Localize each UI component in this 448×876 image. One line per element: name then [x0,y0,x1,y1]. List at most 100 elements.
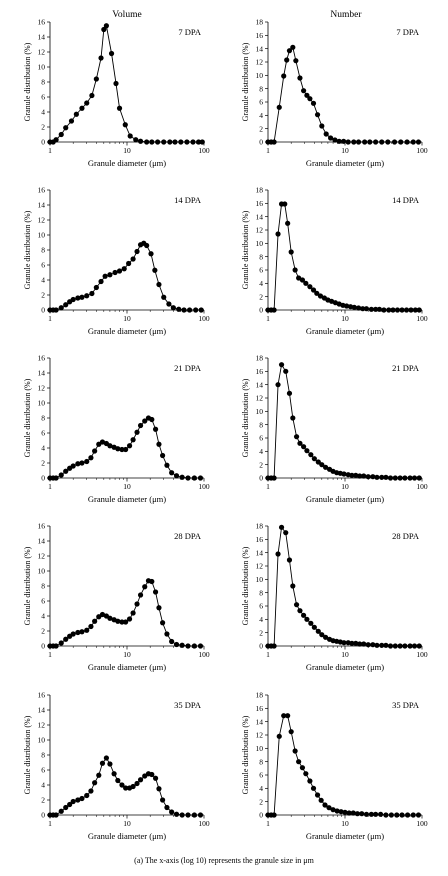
data-point [160,452,166,459]
y-axis-label: Granule distribution (%) [241,42,250,121]
data-point [142,418,148,424]
data-point [293,602,300,608]
data-point [354,811,361,817]
data-point [164,462,170,468]
y-tick-label: 8 [41,78,45,87]
chart-28-dpa-number: 0 2 4 6 8 10 12 14 16 18 1 10 100 Granule diameter (μ… [241,522,428,672]
data-point [113,80,119,87]
data-point [63,468,69,474]
data-point [79,294,85,300]
data-point [363,306,370,312]
data-point [161,294,167,300]
data-point [199,139,205,145]
data-point [385,139,391,145]
x-axis-label: Granule diameter (μm) [306,831,384,841]
x-tick-label: 100 [198,146,210,155]
data-point [346,810,352,816]
x-axis-label: Granule diameter (μm) [88,662,166,672]
data-point [297,608,303,614]
data-point [373,811,379,817]
y-tick-label: 0 [41,811,45,820]
data-point [88,455,94,461]
y-tick-label: 2 [41,291,45,300]
y-tick-label: 16 [38,18,46,27]
data-point [319,123,325,129]
data-point [123,785,129,791]
y-axis-label: Granule distribution (%) [241,546,250,625]
data-point [301,88,307,94]
data-point [281,713,287,719]
data-point [173,473,180,479]
data-point [351,139,357,145]
data-point [301,444,307,450]
data-point [276,733,282,739]
y-tick-label: 16 [38,522,46,531]
y-tick-label: 4 [259,615,263,624]
panel-label: 28 DPA [174,531,202,541]
data-point [84,458,90,465]
data-point [96,772,102,778]
data-point [416,643,422,649]
data-point [93,284,99,291]
data-point [197,812,204,818]
data-point [283,530,289,536]
data-point [355,139,362,145]
data-point [314,290,320,296]
data-point [156,786,162,792]
series-line [268,363,420,479]
x-tick-label: 1 [266,819,270,828]
data-point [133,137,139,143]
x-tick-label: 100 [198,314,210,323]
data-point [411,475,418,481]
data-point [407,475,413,481]
y-tick-label: 8 [41,751,45,760]
data-point [184,139,190,145]
y-tick-label: 2 [41,123,45,132]
data-point [286,390,293,396]
data-point [63,804,69,811]
x-tick-label: 10 [123,482,131,491]
y-tick-label: 12 [256,394,264,403]
chart-7-dpa-number: 0 2 4 6 8 10 12 14 16 18 1 10 100 Granule diameter (μ… [241,18,428,168]
x-tick-label: 100 [416,650,428,659]
data-point [70,798,76,805]
data-point [292,748,298,754]
y-tick-label: 16 [256,704,264,713]
data-point [310,100,317,106]
y-tick-label: 12 [256,58,264,67]
data-point [311,456,317,462]
data-point [172,139,178,145]
data-point [310,785,317,791]
data-point [394,812,400,818]
data-point [134,780,140,787]
data-point [379,139,385,145]
chart-35-dpa-volume: 0 2 4 6 8 10 12 14 16 1 10 100 Granule diameter (μm)… [23,691,210,841]
data-point [67,801,73,808]
data-point [79,460,85,466]
x-tick-label: 1 [266,146,270,155]
y-tick-label: 0 [259,474,263,483]
chart-28-dpa-volume: 0 2 4 6 8 10 12 14 16 1 10 100 Granule diameter (μm)… [23,522,210,672]
y-tick-label: 2 [259,460,263,469]
figure-caption: (a) The x-axis (log 10) represents the g… [134,856,314,865]
x-tick-label: 100 [416,819,428,828]
panel-label: 7 DPA [396,27,419,37]
y-axis-label: Granule distribution (%) [23,378,32,457]
data-point [173,641,180,648]
y-tick-label: 16 [256,31,264,40]
y-tick-label: 10 [38,567,46,576]
data-point [122,122,128,128]
panel-label: 35 DPA [174,700,202,710]
data-point [84,100,90,106]
data-point [123,446,129,453]
data-point [92,780,98,786]
data-point [126,443,133,449]
panel-label: 7 DPA [178,27,201,37]
y-tick-label: 4 [41,276,45,285]
chart-7-dpa-volume: 0 2 4 6 8 10 12 14 16 1 10 100 Granule diameter (μm)… [23,18,210,168]
y-tick-label: 12 [256,226,264,235]
data-point [137,422,144,429]
data-point [181,307,187,313]
data-point [53,307,59,313]
data-point [92,618,98,624]
